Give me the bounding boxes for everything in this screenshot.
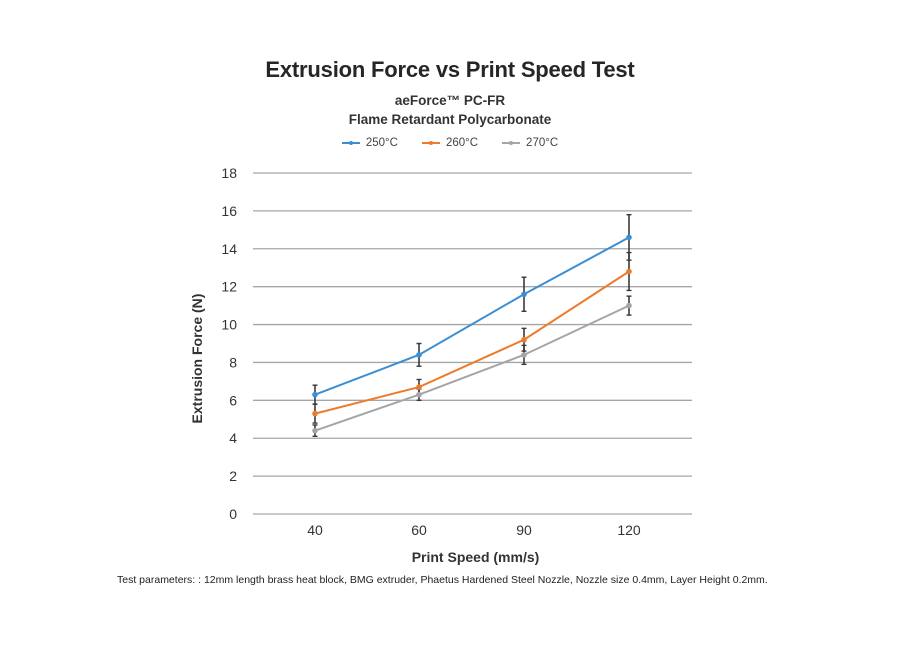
legend-swatch-270c — [502, 140, 521, 145]
legend-label-250c: 250°C — [365, 137, 398, 149]
series-line-1 — [314, 270, 630, 415]
y-tick-label: 14 — [221, 241, 237, 257]
chart-legend: 250°C 260°C 270°C — [0, 137, 900, 149]
data-point-series-0 — [416, 352, 422, 358]
series-line-0 — [314, 236, 630, 396]
test-parameters-footnote: Test parameters: : 12mm length brass hea… — [117, 574, 768, 586]
y-tick-label: 16 — [221, 203, 237, 219]
data-point-series-1 — [521, 336, 527, 343]
legend-item-250c: 250°C — [341, 137, 398, 149]
data-point-series-0 — [626, 234, 632, 241]
x-tick-label: 40 — [307, 522, 323, 538]
data-point-series-1 — [416, 384, 422, 390]
legend-label-260c: 260°C — [445, 137, 479, 149]
data-point-series-0 — [312, 391, 318, 398]
x-tick-label: 120 — [617, 522, 641, 538]
y-tick-label: 10 — [221, 317, 237, 333]
legend-label-270c: 270°C — [526, 137, 559, 149]
chart-title: Extrusion Force vs Print Speed Test — [265, 57, 635, 82]
x-tick-label: 90 — [516, 522, 532, 538]
legend-item-260c: 260°C — [421, 137, 479, 149]
data-point-series-2 — [312, 427, 318, 434]
y-tick-label: 4 — [229, 430, 237, 446]
data-point-series-0 — [521, 291, 527, 298]
data-point-series-2 — [416, 391, 422, 398]
data-point-series-1 — [626, 268, 632, 275]
y-tick-label: 12 — [221, 279, 237, 295]
y-tick-label: 8 — [229, 354, 237, 370]
x-axis-label: Print Speed (mm/s) — [412, 549, 540, 565]
y-tick-label: 0 — [229, 506, 237, 522]
legend-swatch-250c — [341, 140, 360, 145]
x-tick-label: 60 — [411, 522, 427, 538]
data-point-series-2 — [626, 302, 632, 309]
series-line-2 — [314, 304, 630, 432]
y-tick-label: 2 — [229, 468, 237, 484]
data-point-series-2 — [521, 352, 527, 358]
data-point-series-1 — [312, 410, 318, 417]
y-tick-label: 6 — [229, 392, 237, 408]
y-axis-label: Extrusion Force (N) — [189, 294, 205, 424]
y-tick-label: 18 — [221, 165, 237, 181]
chart-subtitle-material: Flame Retardant Polycarbonate — [348, 112, 552, 127]
legend-item-270c: 270°C — [502, 137, 558, 149]
chart-subtitle-product: aeForce™ PC-FR — [394, 93, 506, 108]
legend-swatch-260c — [421, 140, 440, 145]
